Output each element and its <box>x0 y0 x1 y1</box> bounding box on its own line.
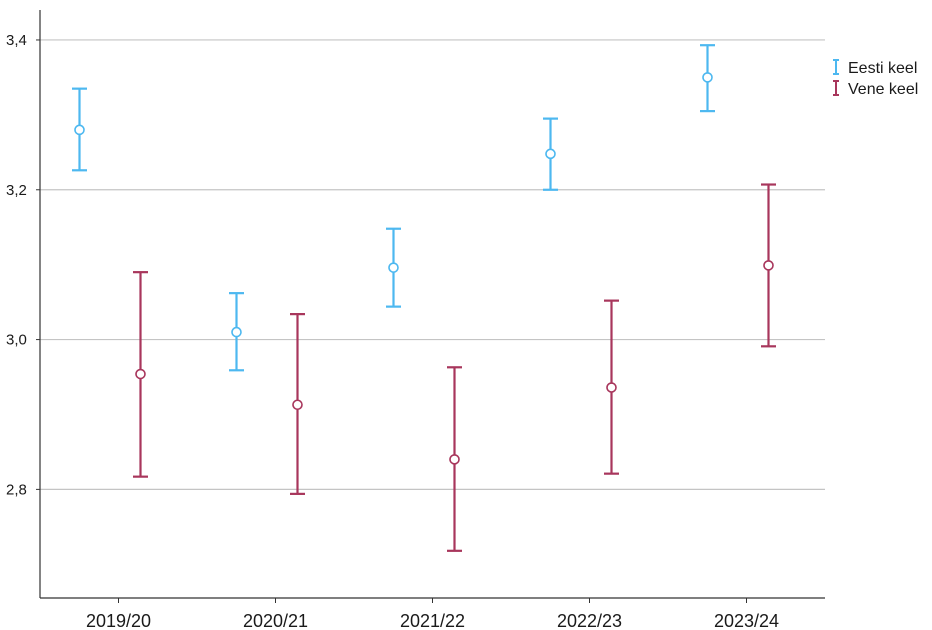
error-bar <box>290 313 305 495</box>
mean-point <box>231 326 242 338</box>
mean-point <box>702 72 713 83</box>
x-tick-label: 2022/23 <box>557 611 622 630</box>
plot-marks <box>72 44 776 552</box>
grid-lines <box>40 39 825 490</box>
x-tick-label: 2020/21 <box>243 611 308 630</box>
error-bar <box>604 299 619 475</box>
error-bar <box>133 271 148 478</box>
legend-label: Vene keel <box>848 81 918 98</box>
error-bar <box>543 117 558 191</box>
legend-item: Eesti keel <box>833 59 917 77</box>
legend: Eesti keel Vene keel <box>833 59 918 98</box>
y-tick-label: 3,2 <box>6 182 27 199</box>
tick-labels: 2,8 3,0 3,2 3,4 2019/20 2020/21 2021/22 2022/23… <box>6 32 779 630</box>
legend-label: Eesti keel <box>848 60 917 77</box>
error-bar <box>447 366 462 552</box>
legend-item: Vene keel <box>833 80 918 98</box>
mean-point <box>292 399 303 411</box>
mean-point <box>606 382 617 393</box>
mean-point <box>763 260 774 271</box>
y-tick-label: 3,0 <box>6 332 27 349</box>
error-bar <box>386 227 401 308</box>
error-bar <box>229 292 244 372</box>
mean-point <box>545 148 556 160</box>
error-bar <box>700 44 715 113</box>
error-bar <box>761 183 776 348</box>
mean-point <box>74 124 85 136</box>
y-tick-label: 3,4 <box>6 32 27 49</box>
mean-point <box>135 368 146 380</box>
x-tick-label: 2019/20 <box>86 611 151 630</box>
x-tick-label: 2021/22 <box>400 611 465 630</box>
x-tick-label: 2023/24 <box>714 611 779 630</box>
mean-point <box>449 454 460 465</box>
y-tick-label: 2,8 <box>6 481 27 498</box>
error-bar <box>72 87 87 172</box>
mean-point <box>388 262 399 273</box>
axes <box>36 10 825 603</box>
